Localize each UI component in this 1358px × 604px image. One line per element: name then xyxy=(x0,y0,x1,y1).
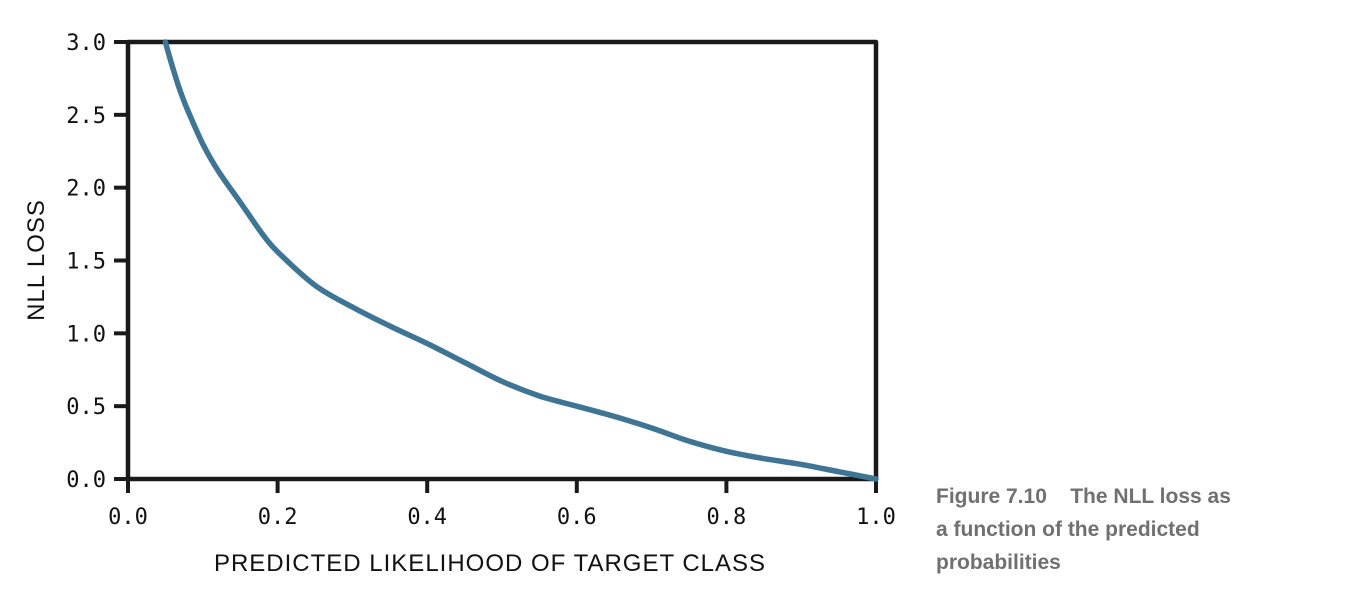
y-tick-label: 1.0 xyxy=(66,322,106,347)
y-axis-ticks: 0.0 0.5 1.0 1.5 2.0 2.5 3.0 xyxy=(66,31,128,493)
y-tick-label: 0.5 xyxy=(66,395,106,420)
x-tick-label: 0.6 xyxy=(557,505,597,530)
series-line xyxy=(162,39,879,482)
figure-caption: Figure 7.10 The NLL loss as a function o… xyxy=(936,480,1236,579)
y-tick-label: 2.5 xyxy=(66,104,106,129)
plot-frame xyxy=(125,39,879,482)
figure-number: Figure 7.10 xyxy=(936,485,1047,508)
x-tick-label: 0.8 xyxy=(707,505,747,530)
x-tick-label: 0.0 xyxy=(108,505,148,530)
y-tick-label: 0.0 xyxy=(66,468,106,493)
x-axis-label: PREDICTED LIKELIHOOD OF TARGET CLASS xyxy=(214,550,766,577)
y-axis-label: NLL LOSS xyxy=(23,199,50,321)
x-axis-ticks: 0.0 0.2 0.4 0.6 0.8 1.0 xyxy=(108,479,896,530)
x-tick-label: 1.0 xyxy=(856,505,896,530)
y-tick-label: 3.0 xyxy=(66,31,106,56)
figure-caption-text: The NLL loss as a function of the predic… xyxy=(936,485,1231,574)
x-tick-label: 0.2 xyxy=(258,505,298,530)
x-tick-label: 0.4 xyxy=(407,505,447,530)
nll-loss-chart: 0.0 0.5 1.0 1.5 2.0 2.5 3.0 0.0 0.2 0.4 0.6 0.8 1.0… xyxy=(23,31,896,577)
y-tick-label: 1.5 xyxy=(66,250,106,275)
y-tick-label: 2.0 xyxy=(66,177,106,202)
